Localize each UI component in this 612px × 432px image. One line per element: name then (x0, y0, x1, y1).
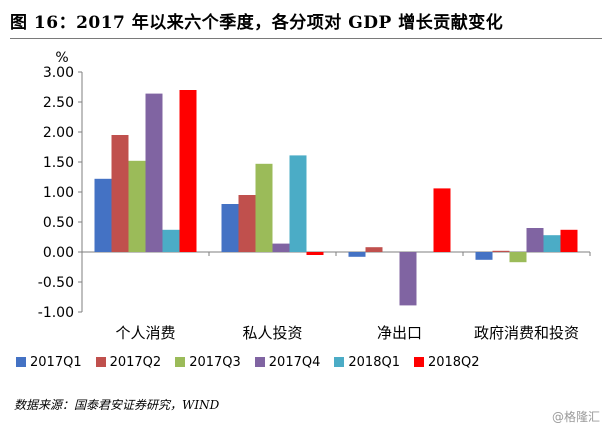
legend-label: 2017Q2 (109, 354, 162, 370)
legend-label: 2017Q3 (189, 354, 241, 370)
bar (509, 252, 527, 263)
legend-label: 2018Q1 (348, 354, 400, 370)
bar (289, 155, 307, 252)
y-tick-label: 1.00 (43, 185, 74, 201)
bar (475, 252, 493, 260)
bar (433, 188, 451, 252)
chart-legend: 2017Q1 2017Q2 2017Q3 2017Q4 2018Q1 2018Q2 (16, 352, 606, 372)
legend-label: 2017Q1 (30, 354, 82, 370)
legend-swatch (254, 357, 265, 367)
legend-swatch (16, 357, 26, 367)
legend-swatch (334, 357, 345, 367)
legend-item: 2017Q3 (175, 355, 241, 370)
bar (272, 243, 290, 252)
bar (255, 163, 273, 252)
bar (162, 229, 180, 252)
bar (111, 135, 129, 252)
y-tick-label: 0.50 (43, 215, 74, 231)
bar (94, 178, 112, 252)
x-category-label: 私人投资 (242, 324, 302, 342)
chart-title-text: 图 16：2017 年以来六个季度，各分项对 GDP 增长贡献变化 (10, 13, 504, 33)
chart-title: 图 16：2017 年以来六个季度，各分项对 GDP 增长贡献变化 (10, 8, 602, 39)
legend-swatch (95, 357, 106, 367)
bar-chart: -1.00 -0.50 0.00 0.50 1.00 1.50 2.00 2.50 3.00% 个… (38, 50, 591, 342)
legend-swatch (413, 357, 424, 367)
bar (306, 252, 324, 255)
x-category-label: 政府消费和投资 (474, 324, 579, 342)
y-tick-label: 0.00 (43, 245, 74, 261)
legend-item: 2017Q4 (254, 354, 321, 370)
bar (145, 93, 163, 252)
bar (238, 195, 256, 252)
x-category-label: 净出口 (377, 324, 422, 342)
y-tick-label: 2.50 (43, 95, 74, 111)
legend-item: 2017Q1 (16, 355, 82, 370)
bar (179, 90, 197, 252)
bar (492, 250, 510, 252)
y-axis-unit: % (55, 50, 68, 66)
source-note: 数据来源：国泰君安证券研究，WIND (14, 398, 220, 412)
y-tick-label: 1.50 (43, 155, 74, 171)
legend-label: 2017Q4 (268, 354, 321, 370)
legend-item: 2018Q1 (334, 355, 400, 370)
legend-item: 2018Q2 (413, 354, 480, 370)
y-tick-label: -0.50 (38, 275, 74, 291)
legend-label: 2018Q2 (427, 354, 480, 370)
watermark: @格隆汇 (551, 410, 600, 424)
bar (348, 252, 366, 257)
bar (543, 235, 561, 252)
bar (221, 204, 239, 252)
bar (560, 229, 578, 252)
x-category-label: 个人消费 (115, 324, 175, 342)
y-tick-label: 3.00 (43, 65, 74, 81)
legend-item: 2017Q2 (95, 354, 162, 370)
bar (365, 247, 383, 252)
title-divider (10, 38, 602, 39)
y-tick-label: 2.00 (43, 125, 74, 141)
bar (128, 160, 146, 252)
y-tick-label: -1.00 (38, 305, 74, 321)
legend-swatch (175, 357, 186, 367)
bar (526, 228, 544, 252)
bar (399, 252, 417, 306)
